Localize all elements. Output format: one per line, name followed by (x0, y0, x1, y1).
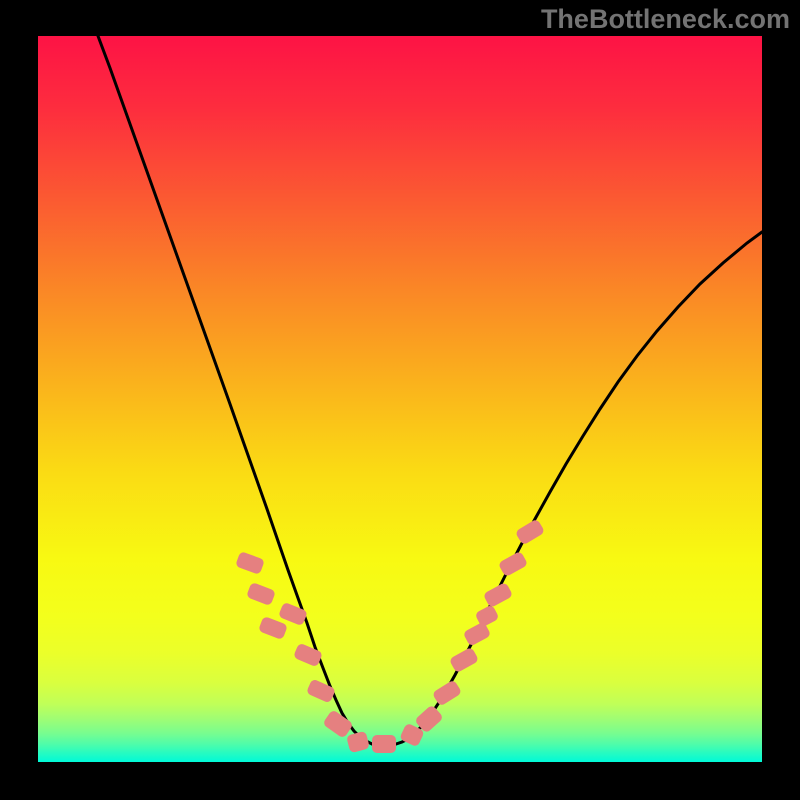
bead (372, 735, 396, 753)
chart-stage: TheBottleneck.com (0, 0, 800, 800)
gradient-background (38, 36, 762, 762)
chart-svg (0, 0, 800, 800)
watermark-text: TheBottleneck.com (541, 4, 790, 35)
